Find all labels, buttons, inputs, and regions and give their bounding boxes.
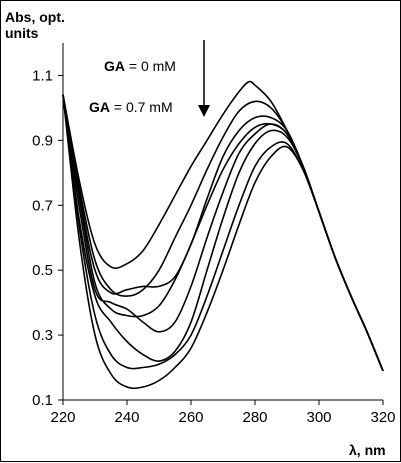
annotation-ga-07mm: GA = 0.7 mM bbox=[89, 99, 173, 115]
x-tick-label: 220 bbox=[50, 409, 75, 426]
annotation-top-bold: GA bbox=[104, 58, 125, 74]
tick-labels: 220 240 260 280 300 320 0.1 0.3 0.5 0.7 0.9 1.1 bbox=[32, 67, 395, 426]
spectrum-line-2 bbox=[62, 94, 384, 372]
y-tick-label: 0.3 bbox=[32, 327, 53, 344]
y-tick-label: 1.1 bbox=[32, 67, 53, 84]
y-axis-title-line2: units bbox=[5, 25, 39, 41]
spectrum-line-1 bbox=[62, 80, 384, 372]
spectrum-line-8 bbox=[62, 94, 384, 390]
x-tick-label: 260 bbox=[178, 409, 203, 426]
annotation-ga-0mm: GA = 0 mM bbox=[104, 58, 176, 74]
y-tick-label: 0.5 bbox=[32, 262, 53, 279]
annotation-bottom-bold: GA bbox=[89, 99, 110, 115]
y-tick-label: 0.1 bbox=[32, 392, 53, 409]
series-lines bbox=[62, 80, 384, 390]
x-tick-label: 240 bbox=[114, 409, 139, 426]
x-tick-label: 280 bbox=[242, 409, 267, 426]
down-arrow-icon bbox=[198, 105, 210, 117]
annotation-top-rest: = 0 mM bbox=[125, 58, 176, 74]
x-axis-title: λ, nm bbox=[349, 442, 386, 458]
tick-marks bbox=[58, 74, 384, 405]
y-axis-title-line1: Abs, opt. bbox=[5, 9, 65, 25]
y-tick-label: 0.9 bbox=[32, 132, 53, 149]
y-tick-label: 0.7 bbox=[32, 197, 53, 214]
annotation-bottom-rest: = 0.7 mM bbox=[110, 99, 173, 115]
x-tick-label: 300 bbox=[306, 409, 331, 426]
x-tick-label: 320 bbox=[370, 409, 395, 426]
